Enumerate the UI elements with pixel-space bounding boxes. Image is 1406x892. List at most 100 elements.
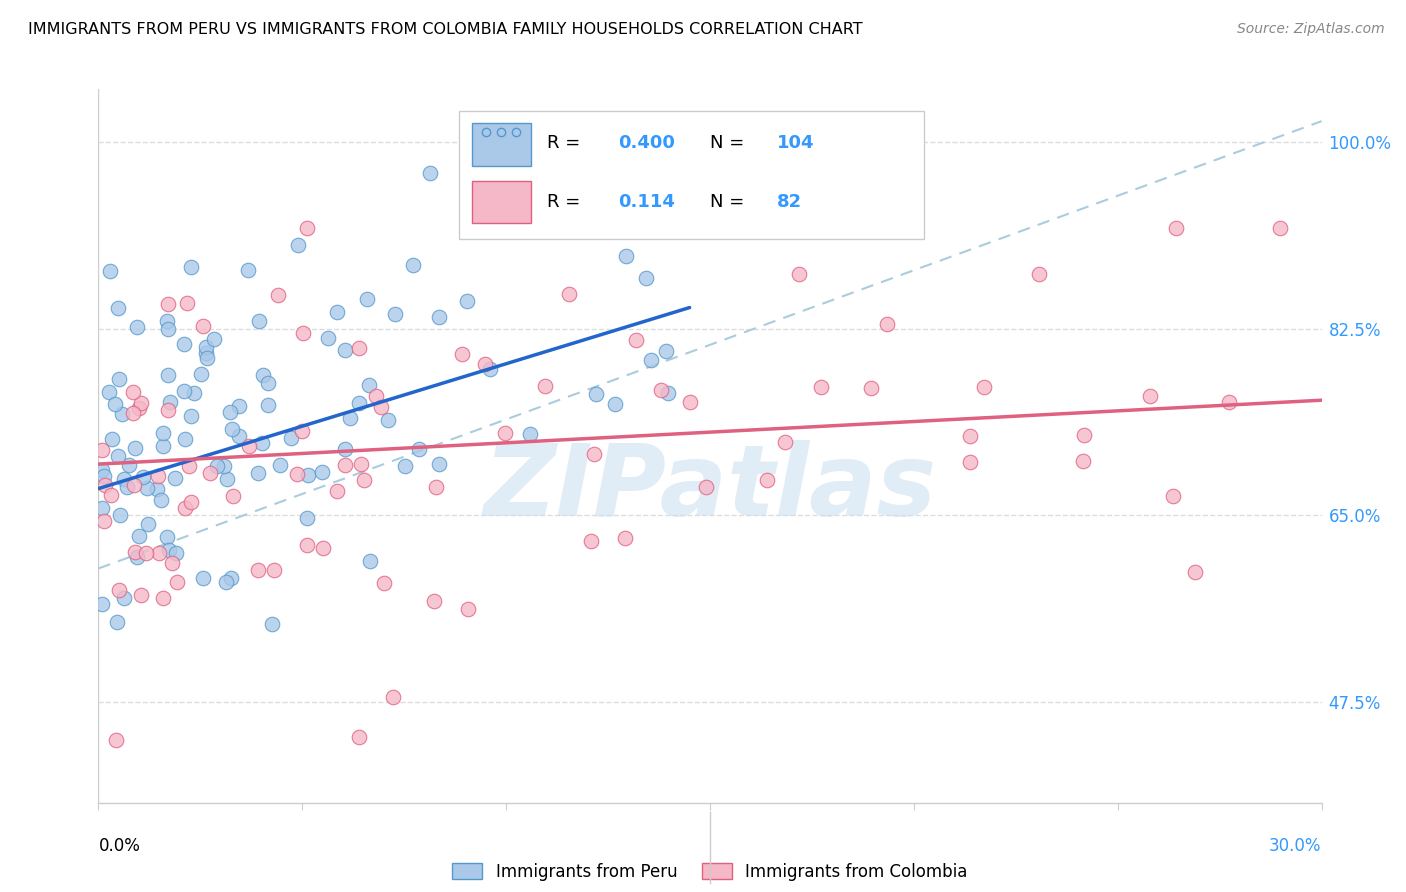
Point <box>173 384 195 398</box>
Point <box>97 385 120 400</box>
Point <box>347 730 370 744</box>
Point <box>269 458 291 472</box>
Point <box>152 439 174 453</box>
Point <box>347 341 370 355</box>
Point <box>1073 427 1095 442</box>
Point <box>191 318 214 333</box>
Point <box>494 425 516 440</box>
Point <box>222 489 245 503</box>
Point <box>108 583 131 598</box>
Point <box>1184 565 1206 579</box>
Point <box>695 480 717 494</box>
Point <box>616 249 638 263</box>
Point <box>157 542 180 557</box>
Point <box>159 394 181 409</box>
Point <box>218 405 240 419</box>
Point <box>174 501 197 516</box>
Point <box>267 288 290 302</box>
Point <box>1028 267 1050 281</box>
Point <box>247 562 270 576</box>
Point <box>195 351 218 365</box>
Text: R =: R = <box>547 134 586 152</box>
Point <box>219 571 242 585</box>
Point <box>128 529 150 543</box>
Point <box>105 733 128 747</box>
Point <box>456 294 478 309</box>
Point <box>91 442 114 457</box>
Point <box>107 301 129 316</box>
Point <box>146 468 169 483</box>
Point <box>177 459 200 474</box>
Point <box>287 238 309 252</box>
Point <box>384 307 406 321</box>
Point <box>205 458 228 473</box>
FancyBboxPatch shape <box>471 180 531 223</box>
Point <box>1139 389 1161 403</box>
Point <box>93 514 115 528</box>
Point <box>423 593 446 607</box>
Point <box>350 457 373 471</box>
Point <box>1161 489 1184 503</box>
Point <box>624 333 647 347</box>
Point <box>217 472 239 486</box>
Point <box>135 546 157 560</box>
Point <box>364 389 387 403</box>
Point <box>373 575 395 590</box>
Point <box>107 450 129 464</box>
Point <box>655 344 678 359</box>
Point <box>359 554 381 568</box>
Point <box>1270 220 1292 235</box>
Point <box>959 429 981 443</box>
Point <box>756 473 779 487</box>
Point <box>581 220 603 235</box>
Point <box>121 406 143 420</box>
Point <box>152 426 174 441</box>
Point <box>252 435 274 450</box>
Point <box>529 161 551 175</box>
Point <box>124 441 146 455</box>
Point <box>339 410 361 425</box>
Point <box>311 465 333 479</box>
Point <box>312 541 335 555</box>
Point <box>156 314 179 328</box>
Point <box>180 409 202 423</box>
Point <box>394 458 416 473</box>
Point <box>326 483 349 498</box>
Text: Source: ZipAtlas.com: Source: ZipAtlas.com <box>1237 22 1385 37</box>
Text: 104: 104 <box>778 134 815 152</box>
Point <box>236 262 259 277</box>
Text: ZIPatlas: ZIPatlas <box>484 441 936 537</box>
Point <box>156 530 179 544</box>
Point <box>91 598 114 612</box>
Point <box>105 615 128 629</box>
Point <box>859 381 882 395</box>
Point <box>195 346 218 360</box>
Point <box>560 139 582 153</box>
Point <box>297 468 319 483</box>
Point <box>640 353 662 368</box>
Point <box>579 119 602 133</box>
Point <box>356 292 378 306</box>
Point <box>157 368 180 383</box>
Text: IMMIGRANTS FROM PERU VS IMMIGRANTS FROM COLOMBIA FAMILY HOUSEHOLDS CORRELATION C: IMMIGRANTS FROM PERU VS IMMIGRANTS FROM … <box>28 22 863 37</box>
Point <box>876 317 898 331</box>
FancyBboxPatch shape <box>471 123 531 166</box>
Point <box>292 326 315 340</box>
Point <box>451 346 474 360</box>
Point <box>810 380 832 394</box>
Point <box>377 412 399 426</box>
Point <box>183 385 205 400</box>
Point <box>246 467 269 481</box>
Point <box>333 458 356 472</box>
Point <box>263 563 285 577</box>
Point <box>214 458 236 473</box>
Point <box>408 442 430 456</box>
Point <box>773 435 796 450</box>
Text: 0.114: 0.114 <box>619 193 675 211</box>
Point <box>228 428 250 442</box>
Point <box>326 305 349 319</box>
Point <box>121 384 143 399</box>
Point <box>605 397 627 411</box>
Text: 30.0%: 30.0% <box>1270 837 1322 855</box>
Point <box>464 222 486 236</box>
